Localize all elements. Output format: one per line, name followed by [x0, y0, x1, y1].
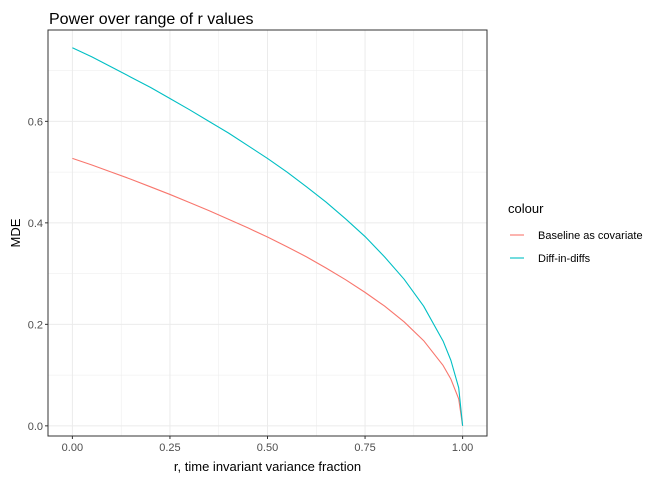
legend-title: colour: [508, 201, 544, 216]
series-lines: [72, 47, 464, 426]
legend: colour Baseline as covariate Diff-in-diff…: [508, 201, 643, 267]
x-tick-label: 0.25: [159, 442, 180, 454]
x-tick-label: 1.00: [452, 442, 473, 454]
chart-title: Power over range of r values: [49, 11, 254, 28]
y-tick-label: 0.0: [28, 421, 43, 433]
x-axis: 0.00 0.25 0.50 0.75 1.00: [62, 436, 473, 454]
y-axis-title: MDE: [8, 218, 23, 247]
x-axis-title: r, time invariant variance fraction: [174, 459, 361, 474]
y-tick-label: 0.6: [28, 116, 43, 128]
series-line-diff-in-diffs: [72, 47, 464, 426]
grid: [48, 30, 487, 436]
legend-label: Baseline as covariate: [538, 230, 643, 242]
x-tick-label: 0.75: [354, 442, 375, 454]
x-tick-label: 0.50: [257, 442, 278, 454]
y-axis: 0.0 0.2 0.4 0.6: [28, 116, 48, 433]
y-tick-label: 0.2: [28, 319, 43, 331]
series-line-baseline-as-covariate: [72, 157, 464, 426]
legend-label: Diff-in-diffs: [538, 253, 591, 265]
y-tick-label: 0.4: [28, 218, 43, 230]
x-tick-label: 0.00: [62, 442, 83, 454]
